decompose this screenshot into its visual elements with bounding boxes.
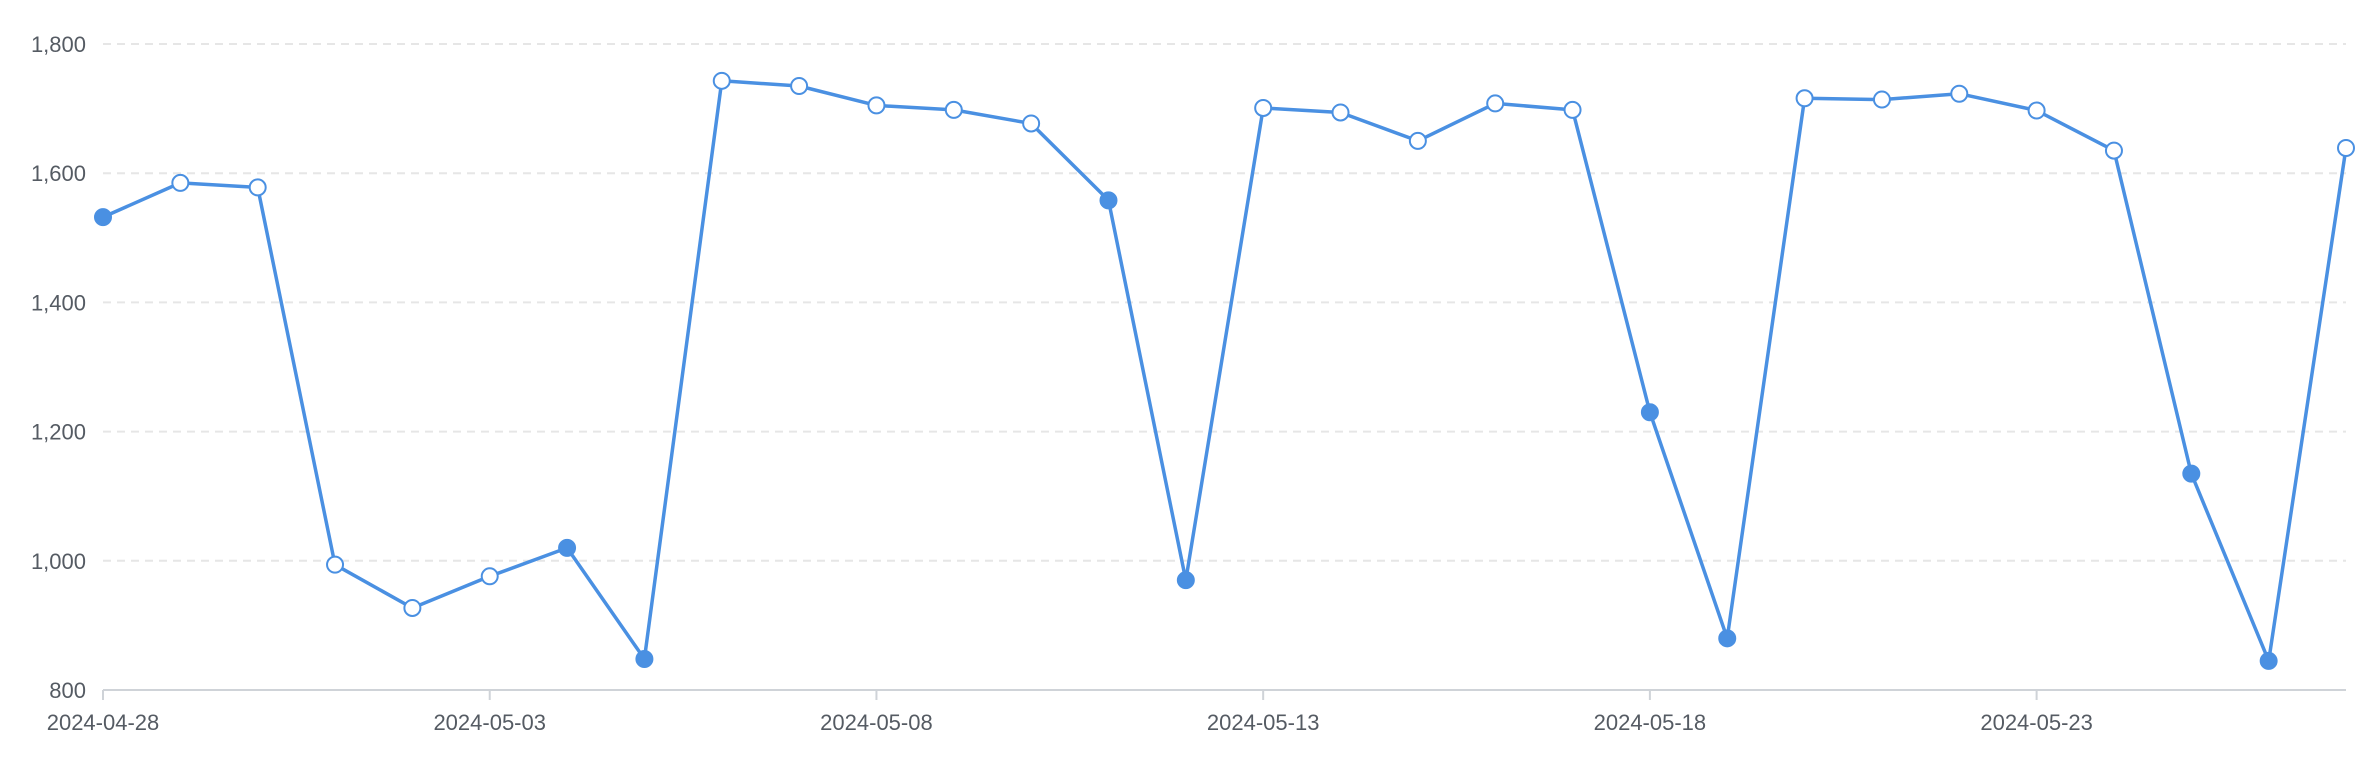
- y-tick-label: 800: [49, 678, 86, 703]
- y-axis-ticks: 800 1,000 1,200 1,400 1,600 1,800: [31, 32, 86, 703]
- data-point: [635, 649, 654, 668]
- y-tick-label: 1,000: [31, 549, 86, 574]
- x-tick-label: 2024-04-28: [47, 710, 160, 735]
- data-point: [2182, 464, 2201, 483]
- data-point: [867, 96, 886, 115]
- x-tick-label: 2024-05-13: [1207, 710, 1320, 735]
- data-point: [790, 76, 809, 95]
- data-point: [248, 178, 267, 197]
- x-tick-label: 2024-05-03: [433, 710, 546, 735]
- data-point: [558, 538, 577, 557]
- data-point: [1718, 629, 1737, 648]
- series-points: [94, 71, 2355, 670]
- data-point: [944, 100, 963, 119]
- data-point: [1408, 131, 1427, 150]
- data-point: [2337, 139, 2355, 158]
- data-point: [1795, 89, 1814, 108]
- series-line-layer: [101, 79, 2348, 663]
- data-point: [1563, 100, 1582, 119]
- data-point: [171, 173, 190, 192]
- data-point: [1486, 94, 1505, 113]
- y-tick-label: 1,600: [31, 161, 86, 186]
- data-point: [480, 567, 499, 586]
- x-tick-label: 2024-05-18: [1594, 710, 1707, 735]
- x-tick-label: 2024-05-23: [1980, 710, 2093, 735]
- grid-layer: [103, 43, 2346, 562]
- data-point: [1950, 84, 1969, 103]
- data-point: [1099, 191, 1118, 210]
- y-tick-label: 1,800: [31, 32, 86, 57]
- data-point: [1640, 403, 1659, 422]
- data-point: [1022, 114, 1041, 133]
- data-point: [94, 208, 112, 227]
- data-point: [326, 555, 345, 574]
- y-tick-label: 1,400: [31, 290, 86, 315]
- series-line: [101, 79, 2348, 663]
- data-point: [1872, 90, 1891, 109]
- data-point: [403, 598, 422, 617]
- y-tick-label: 1,200: [31, 420, 86, 445]
- data-point: [2259, 651, 2278, 670]
- data-point: [1254, 98, 1273, 117]
- data-point: [712, 71, 731, 90]
- data-point: [2027, 101, 2046, 120]
- x-axis-ticks: 2024-04-28 2024-05-03 2024-05-08 2024-05-13…: [47, 690, 2093, 735]
- x-tick-label: 2024-05-08: [820, 710, 933, 735]
- data-point: [1176, 571, 1195, 590]
- data-point: [2104, 141, 2123, 160]
- data-point: [1331, 103, 1350, 122]
